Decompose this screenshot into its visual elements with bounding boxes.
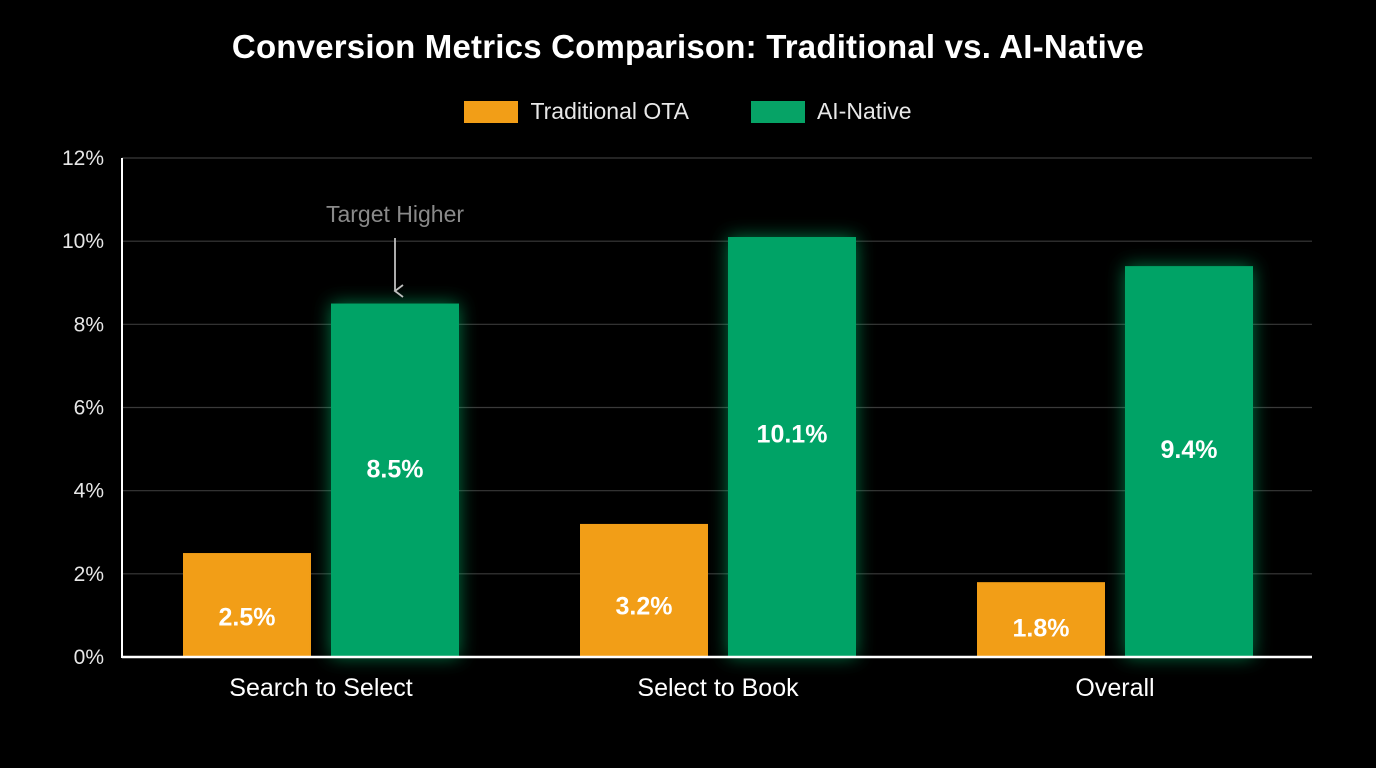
y-tick-label: 10% [62,230,104,253]
data-label: 10.1% [757,420,828,448]
category-label: Overall [1075,674,1154,702]
data-label: 8.5% [367,456,424,484]
data-labels: 2.5% 8.5% 3.2% 10.1% 1.8% 9.4% [219,420,1218,642]
y-axis-ticks: 0% 2% 4% 6% 8% 10% 12% [62,147,104,669]
bar-ai-native-0 [331,303,459,657]
bar-traditional-1 [580,523,708,657]
legend-swatch-traditional [464,100,519,123]
bar-ai-native-1 [728,237,856,657]
bars [183,237,1253,657]
x-axis-categories: Search to Select Select to Book Overall [229,674,1154,702]
legend-item-traditional: Traditional OTA [464,98,689,125]
data-label: 3.2% [616,592,673,620]
annotation-label: Target Higher [326,201,464,227]
legend-item-ai-native: AI-Native [750,98,912,125]
category-label: Select to Book [637,674,799,702]
y-tick-label: 2% [74,563,104,586]
y-tick-label: 0% [74,646,104,669]
chart-title: Conversion Metrics Comparison: Tradition… [231,28,1145,65]
y-tick-label: 4% [74,480,104,503]
legend-swatch-ai-native [750,100,805,123]
legend: Traditional OTA AI-Native [0,98,1376,125]
data-label: 9.4% [1161,436,1218,464]
y-tick-label: 8% [74,313,104,336]
bar-traditional-0 [183,553,311,657]
y-tick-label: 12% [62,147,104,170]
annotation: Target Higher [326,201,464,298]
category-label: Search to Select [229,674,412,702]
gridlines [122,157,1312,575]
legend-label-ai-native: AI-Native [816,98,912,124]
legend-label-traditional: Traditional OTA [530,98,689,124]
bar-traditional-2 [977,582,1105,657]
data-label: 2.5% [219,603,276,631]
data-label: 1.8% [1013,615,1070,643]
bar-ai-native-2 [1125,266,1253,657]
y-tick-label: 6% [74,397,104,420]
axes [121,158,1312,659]
